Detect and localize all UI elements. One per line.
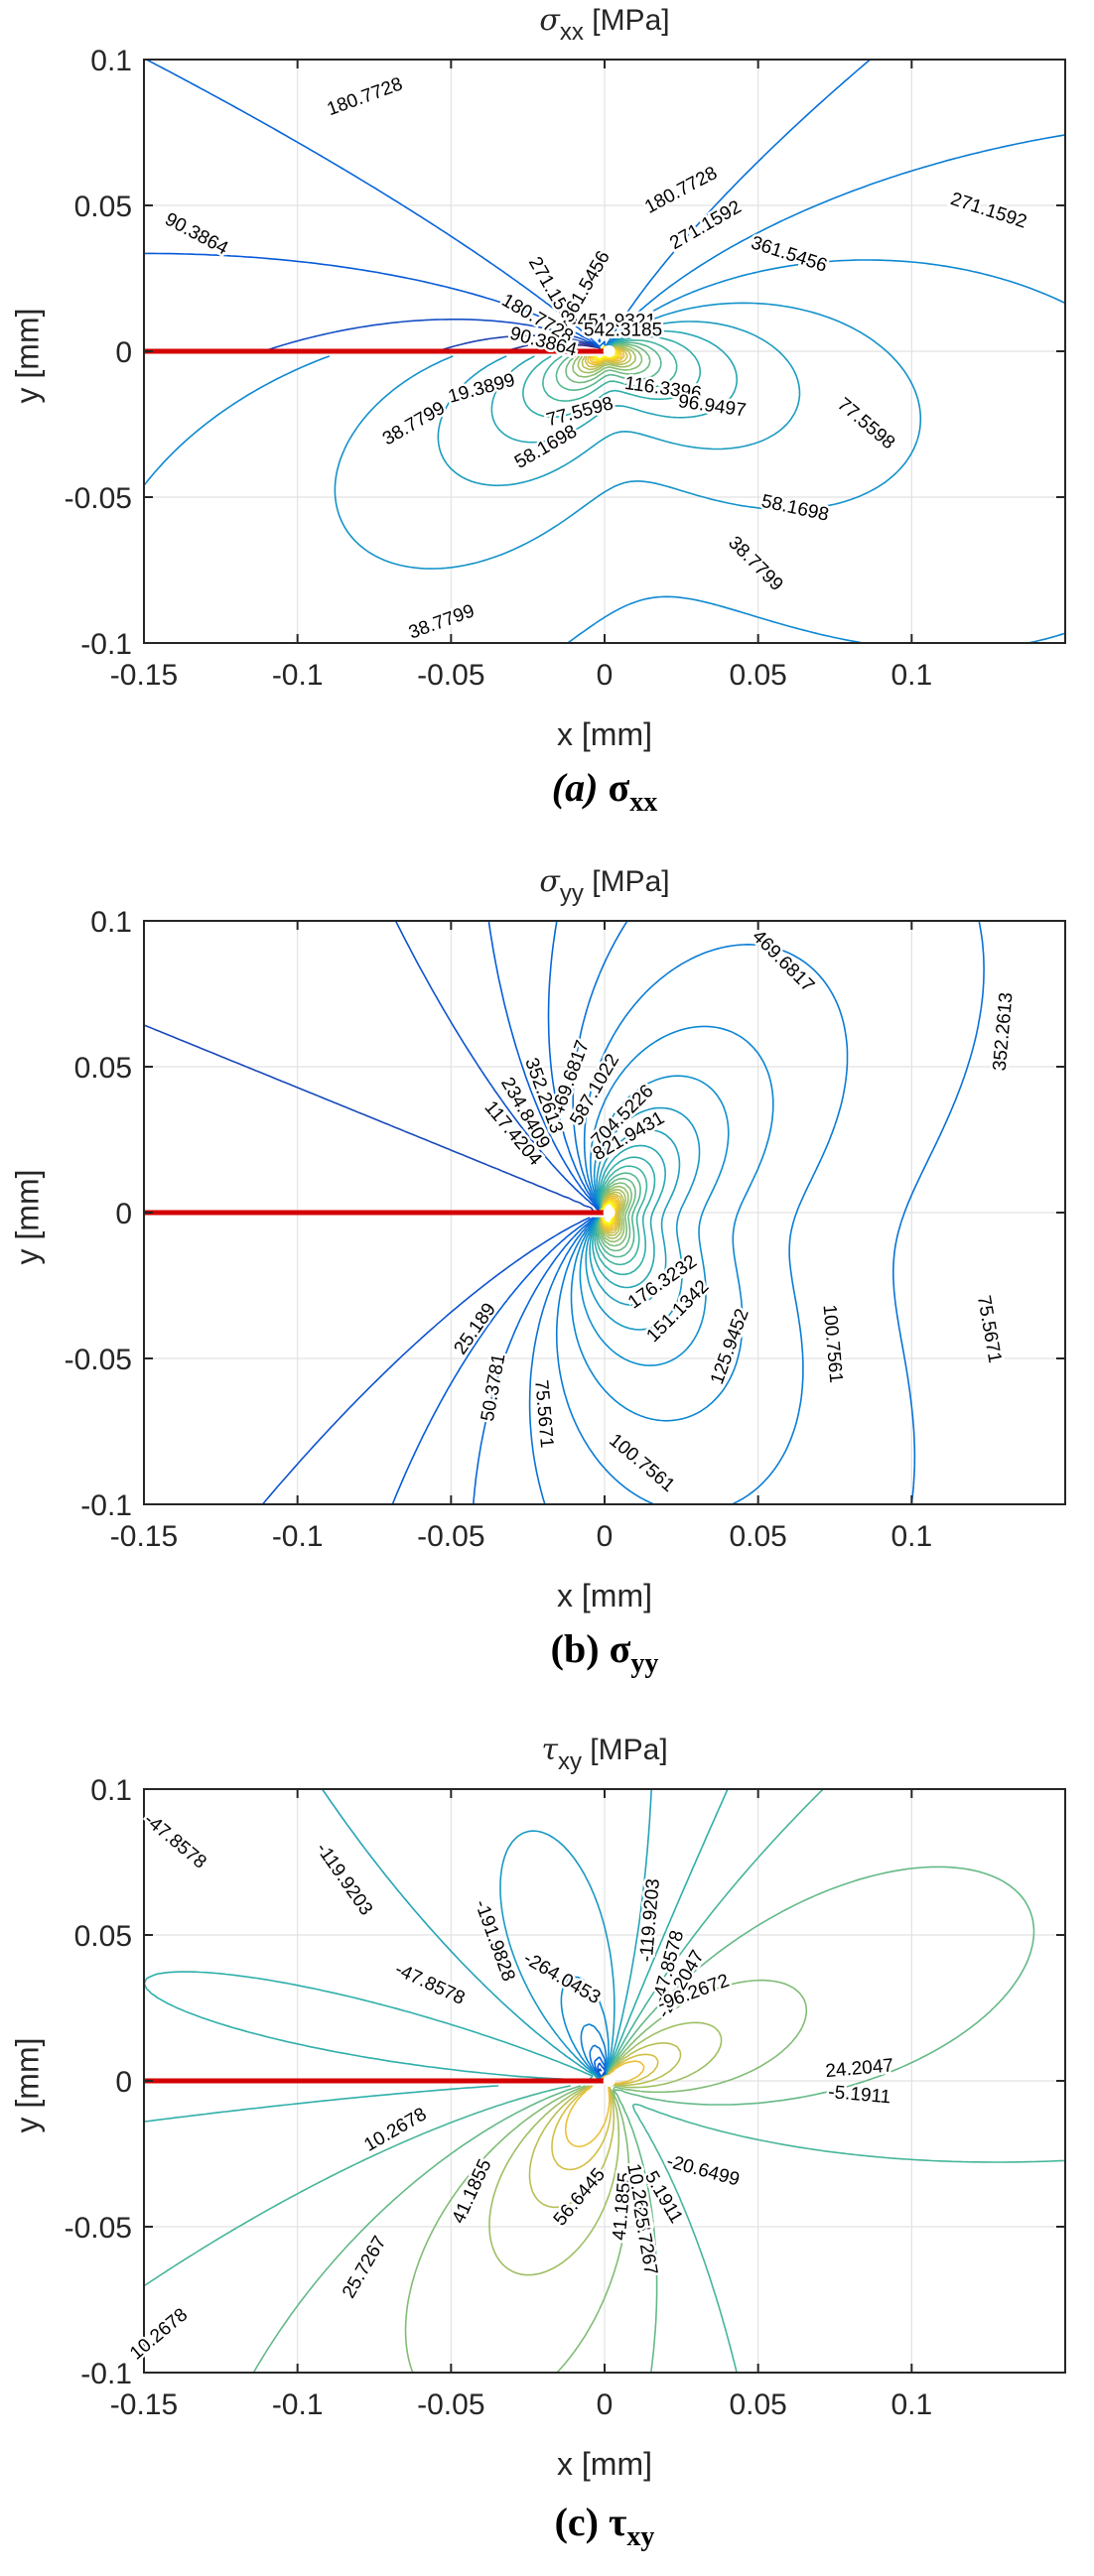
contour-line (146, 60, 606, 352)
x-tick-label: -0.1 (272, 659, 324, 692)
x-tick-label: -0.05 (417, 1520, 484, 1553)
y-tick-label: -0.05 (65, 482, 132, 515)
y-tick-label: 0.05 (74, 191, 132, 223)
x-tick-label: -0.05 (417, 2388, 484, 2421)
y-tick-label: 0.1 (90, 45, 132, 77)
contour-line (570, 1025, 774, 1422)
contour-line (522, 335, 702, 419)
crack-tip-hole (603, 1207, 615, 1219)
y-axis-label: y [mm] (9, 1169, 46, 1265)
figure-caption: (a) σxx (551, 765, 658, 818)
x-axis-label: x [mm] (557, 1578, 652, 1613)
x-tick-label: -0.1 (272, 1520, 324, 1553)
contour-line (404, 1979, 808, 2373)
contour-line (321, 1789, 652, 2081)
contour-line (528, 921, 985, 1504)
x-tick-label: 0.1 (890, 2388, 932, 2421)
y-tick-label: -0.1 (80, 1489, 132, 1522)
contour-group (144, 921, 985, 1504)
contour-group (144, 1789, 1065, 2373)
y-tick-label: -0.05 (65, 2212, 132, 2245)
x-axis-label: x [mm] (557, 2446, 652, 2482)
contour-line (599, 1193, 622, 1234)
crack-tip-hole (603, 345, 615, 357)
contour-line (585, 1106, 701, 1331)
panel-tau-xy: τxy [MPa] -0.15 -0.1 -0.05 0 0.05 0.1 -0.1 -0.0… (0, 1730, 1094, 2576)
plot-title: σxx [MPa] (539, 3, 670, 46)
y-tick-label: 0.05 (74, 1052, 132, 1085)
y-axis-label: y [mm] (9, 308, 46, 404)
x-tick-label: -0.05 (417, 659, 484, 692)
x-tick-label: 0 (597, 1520, 614, 1553)
x-tick-label: -0.1 (272, 2388, 324, 2421)
figure-caption: (c) τxy (554, 2500, 655, 2552)
x-axis-label: x [mm] (557, 716, 652, 752)
plot-title: τxy [MPa] (541, 1733, 668, 1775)
y-tick-label: 0 (115, 336, 132, 369)
contour-line (592, 1144, 666, 1289)
y-tick-label: -0.05 (65, 1344, 132, 1376)
contour-line (490, 329, 739, 444)
contour-line (391, 921, 601, 1504)
y-tick-label: 0.1 (90, 906, 132, 939)
x-tick-label: -0.15 (110, 1520, 178, 1553)
y-tick-label: -0.1 (80, 628, 132, 661)
panel-sigma-xx: σxx [MPa] -0.15 -0.1 -0.05 0 0.05 0.1 -0.1 -0.0… (0, 0, 1094, 846)
contour-line (555, 944, 849, 1504)
x-tick-label: 0.1 (890, 1520, 932, 1553)
contour-line (252, 1866, 1035, 2373)
x-tick-label: 0.05 (729, 2388, 786, 2421)
x-tick-label: 0 (597, 2388, 614, 2421)
contour-line (144, 1789, 1065, 2373)
y-tick-label: 0.05 (74, 1920, 132, 1953)
y-axis-label: y [mm] (9, 2037, 46, 2133)
y-tick-label: -0.1 (80, 2358, 132, 2390)
x-tick-label: 0.1 (890, 659, 932, 692)
contour-line (564, 2060, 645, 2148)
contour-line (528, 2042, 682, 2209)
contour-label: 542.3185 (584, 320, 662, 340)
crack-tip-hole (603, 2075, 615, 2087)
contour-plot: -0.15 -0.1 -0.05 0 0.05 0.1-0.1-0.0500.050.1-… (65, 1774, 1066, 2421)
x-tick-label: 0 (597, 659, 614, 692)
contour-plot: -0.15 -0.1 -0.05 0 0.05 0.1-0.1-0.0500.050.14… (65, 906, 1066, 1553)
x-tick-label: 0.05 (729, 659, 786, 692)
y-tick-label: 0 (115, 2066, 132, 2099)
contour-plot: -0.15 -0.1 -0.05 0 0.05 0.1-0.1-0.0500.050.11… (65, 45, 1066, 692)
contour-line (437, 321, 801, 487)
contour-label-halo: 542.3185 (584, 320, 662, 340)
x-tick-label: -0.15 (110, 2388, 178, 2421)
contour-line (334, 302, 922, 570)
x-tick-label: -0.15 (110, 659, 178, 692)
panel-sigma-yy: σyy [MPa] -0.15 -0.1 -0.05 0 0.05 0.1 -0.1 -0.0… (0, 861, 1094, 1708)
x-tick-label: 0.05 (729, 1520, 786, 1553)
contour-line (579, 1075, 730, 1366)
y-tick-label: 0 (115, 1198, 132, 1230)
figure-caption: (b) σyy (550, 1626, 659, 1679)
plot-title: σyy [MPa] (539, 864, 670, 907)
y-tick-label: 0.1 (90, 1774, 132, 1807)
contour-label: 451.9321 (578, 312, 656, 332)
contour-line (261, 921, 601, 1504)
contour-group (144, 60, 1065, 643)
contour-label-halo: 451.9321 (578, 312, 656, 332)
